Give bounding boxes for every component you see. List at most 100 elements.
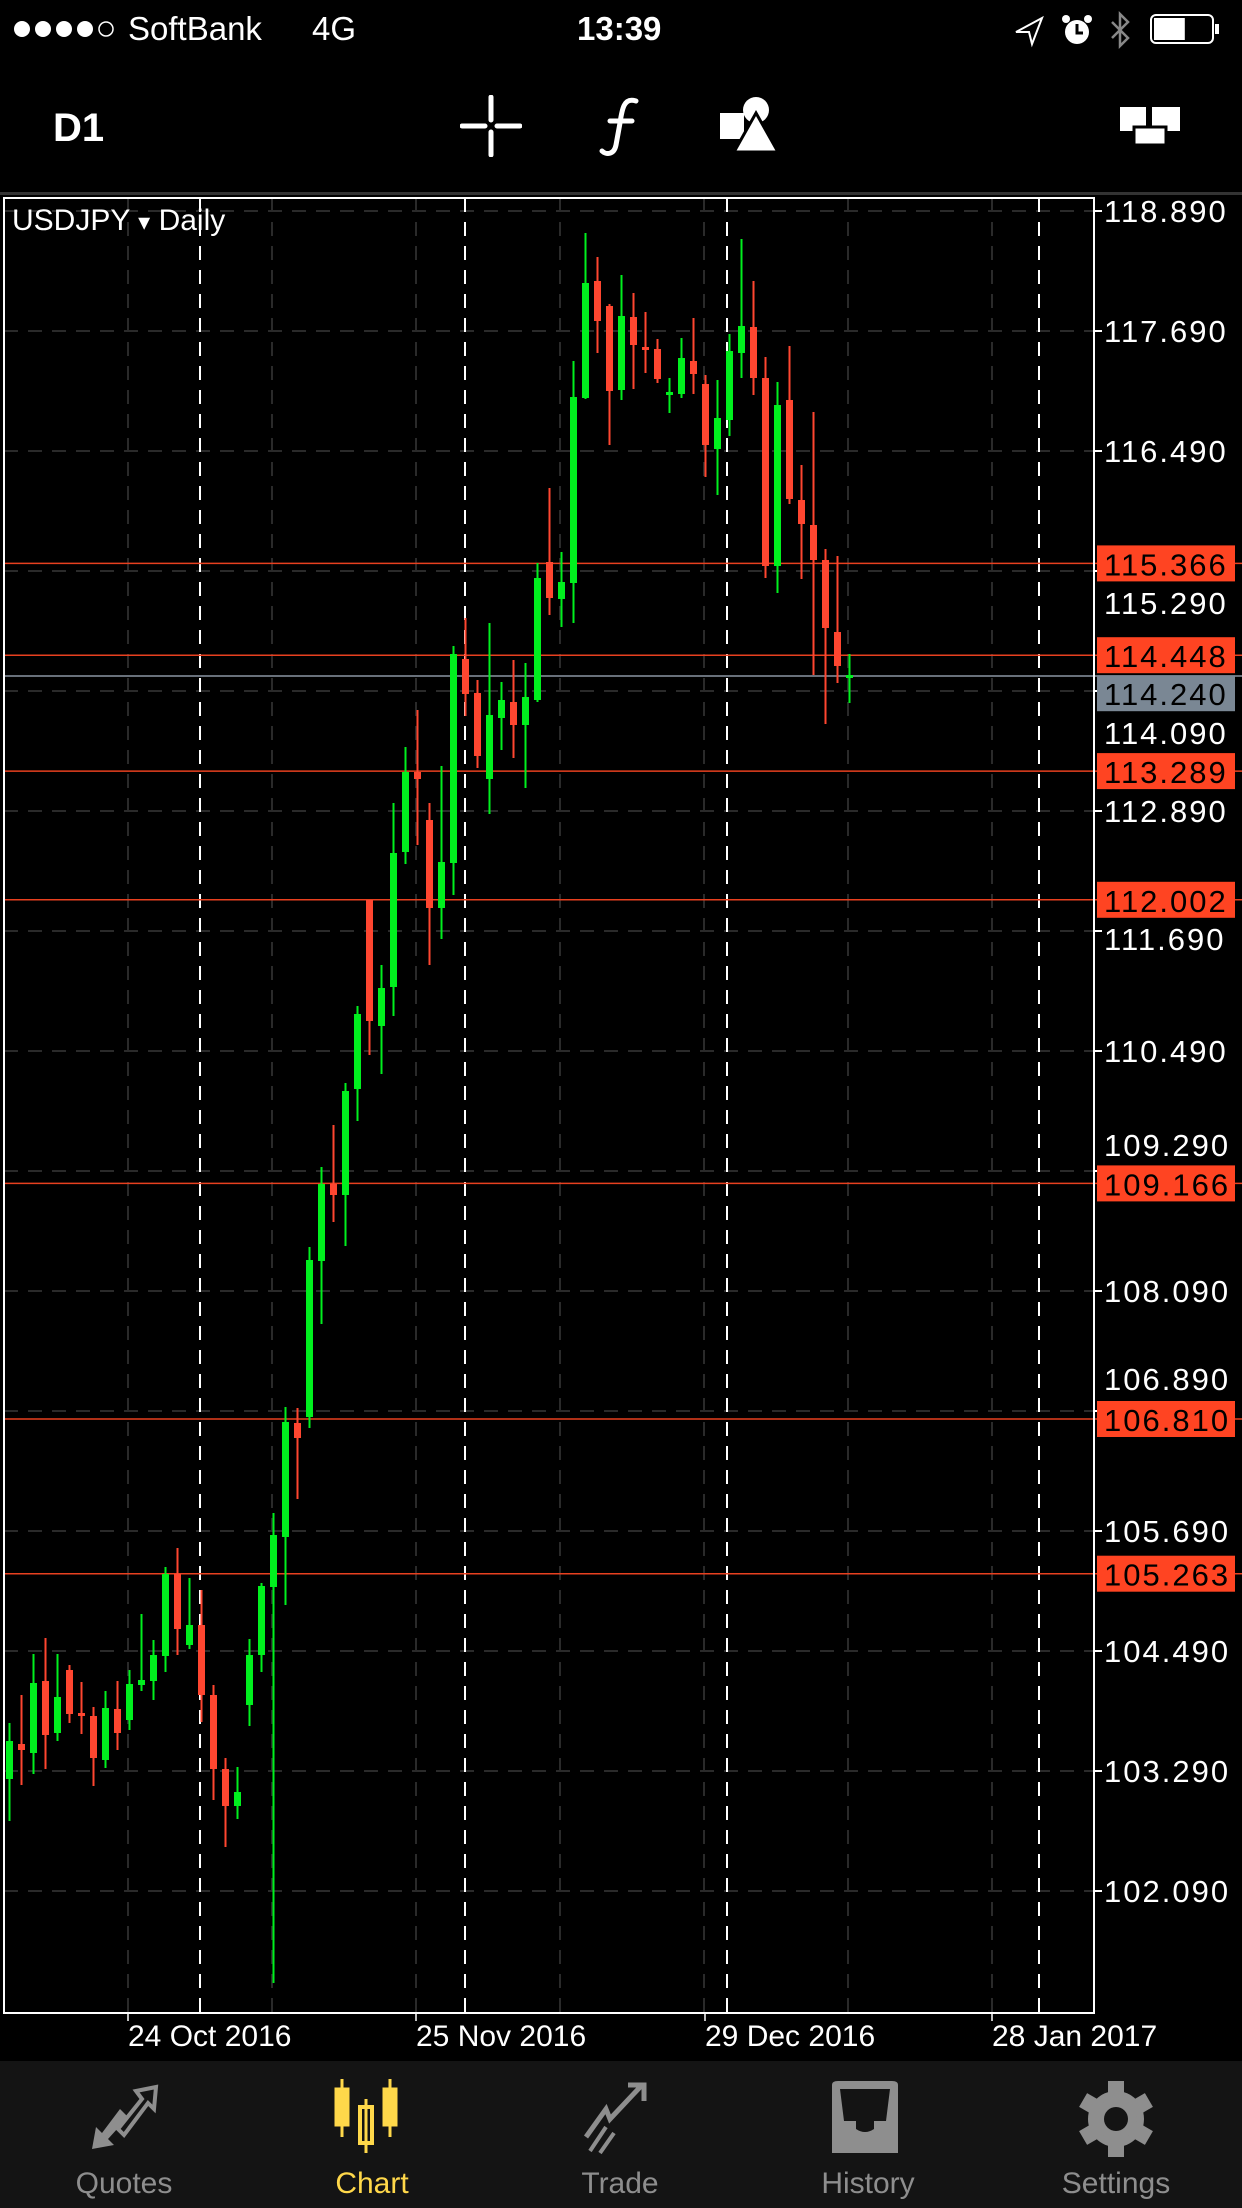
candle-body (258, 1586, 265, 1655)
candle-body (630, 317, 637, 345)
candle-body (402, 772, 409, 852)
price-tick-label: 117.690 (1104, 314, 1228, 349)
bullish-candle (534, 563, 541, 702)
candle-body (186, 1625, 193, 1645)
bluetooth-icon (1111, 10, 1130, 50)
bullish-candle (402, 747, 409, 864)
candle-body (150, 1655, 157, 1681)
price-level-label-bg (1097, 1401, 1235, 1437)
bearish-candle (414, 710, 421, 845)
battery-icon (1150, 14, 1219, 44)
candle-body (198, 1625, 205, 1695)
period-name: Daily (158, 204, 226, 237)
candle-body (450, 654, 457, 863)
bearish-candle (174, 1548, 181, 1655)
bearish-candle (42, 1638, 49, 1769)
bearish-candle (78, 1682, 85, 1734)
price-tick-label: 116.490 (1104, 434, 1228, 469)
time-tick-label: 28 Jan 2017 (992, 2020, 1157, 2053)
status-bar: SoftBank 4G 13:39 (0, 0, 1242, 60)
bullish-candle (438, 766, 445, 939)
candle-body (750, 327, 757, 378)
crosshair-icon[interactable] (460, 95, 522, 157)
price-tick-label: 114.090 (1104, 716, 1228, 751)
bearish-candle (642, 312, 649, 373)
candle-body (378, 988, 385, 1026)
candle-body (42, 1681, 49, 1735)
price-level-label-bg (1097, 1165, 1235, 1202)
objects-icon[interactable] (718, 95, 780, 157)
timeframe-button[interactable]: D1 (53, 106, 105, 150)
bearish-candle (18, 1695, 25, 1785)
bearish-candle (90, 1707, 97, 1786)
price-tick-label: 103.290 (1104, 1754, 1230, 1789)
candle-body (426, 820, 433, 908)
bullish-candle (138, 1614, 145, 1691)
time-tick-label: 25 Nov 2016 (416, 2020, 586, 2053)
symbol-selector[interactable]: USDJPY ▾ Daily (12, 204, 225, 238)
tab-label: Settings (1061, 2167, 1171, 2200)
location-icon (1015, 15, 1044, 48)
candle-body (306, 1260, 313, 1417)
bullish-candle (354, 1006, 361, 1121)
tab-quotes[interactable]: Quotes (0, 2061, 248, 2208)
price-tick-label: 109.290 (1104, 1128, 1230, 1163)
price-tick-label: 106.890 (1104, 1362, 1230, 1397)
candle-body (162, 1574, 169, 1656)
bearish-candle (210, 1685, 217, 1800)
trade-trend-icon (583, 2082, 647, 2155)
candle-body (786, 400, 793, 499)
candle-body (474, 693, 481, 756)
function-indicator-icon[interactable] (596, 95, 646, 157)
bullish-candle (678, 338, 685, 398)
tab-history[interactable]: History (744, 2061, 992, 2208)
bullish-candle (522, 663, 529, 788)
tab-chart[interactable]: Chart (248, 2061, 496, 2208)
tab-bar: Quotes Chart Trade History Settings (0, 2061, 1242, 2208)
symbol-name: USDJPY (12, 204, 130, 237)
candle-body (558, 582, 565, 599)
chart-toolbar: D1 (0, 60, 1242, 192)
bullish-candle (714, 380, 721, 495)
bearish-candle (510, 660, 517, 758)
candle-body (498, 700, 505, 718)
price-level-label-bg (1097, 753, 1235, 790)
bullish-candle (666, 378, 673, 413)
price-level-label-bg (1097, 1555, 1235, 1592)
candle-body (414, 772, 421, 779)
candle-body (726, 351, 733, 420)
candle-body (246, 1655, 253, 1705)
bearish-candle (426, 803, 433, 965)
bullish-candle (6, 1723, 13, 1821)
bearish-candle (834, 556, 841, 683)
bullish-candle (618, 275, 625, 400)
bearish-candle (66, 1665, 73, 1723)
candle-body (834, 632, 841, 666)
price-chart[interactable]: 118.890 117.690 116.490 115.290 114.090 112.8… (0, 0, 1242, 2061)
bullish-candle (726, 334, 733, 436)
candle-body (102, 1708, 109, 1760)
window-layout-icon[interactable] (1118, 105, 1182, 147)
clock: 13:39 (577, 10, 662, 47)
price-level-label: 114.448 (1104, 639, 1228, 674)
price-tick-label: 102.090 (1104, 1874, 1230, 1909)
candle-body (690, 361, 697, 374)
candle-body (234, 1792, 241, 1806)
price-tick-label: 110.490 (1104, 1034, 1228, 1069)
tab-trade[interactable]: Trade (496, 2061, 744, 2208)
bearish-candle (786, 346, 793, 504)
candle-body (594, 281, 601, 321)
bullish-candle (54, 1654, 61, 1741)
candle-body (174, 1574, 181, 1629)
candle-body (522, 697, 529, 725)
bullish-candle (30, 1654, 37, 1774)
tab-settings[interactable]: Settings (992, 2061, 1240, 2208)
price-tick-label: 115.290 (1104, 586, 1228, 621)
bullish-candle (270, 1513, 277, 1983)
candle-body (606, 306, 613, 391)
bullish-candle (390, 803, 397, 1016)
candle-body (318, 1184, 325, 1261)
candle-body (582, 283, 589, 398)
bullish-candle (162, 1567, 169, 1672)
